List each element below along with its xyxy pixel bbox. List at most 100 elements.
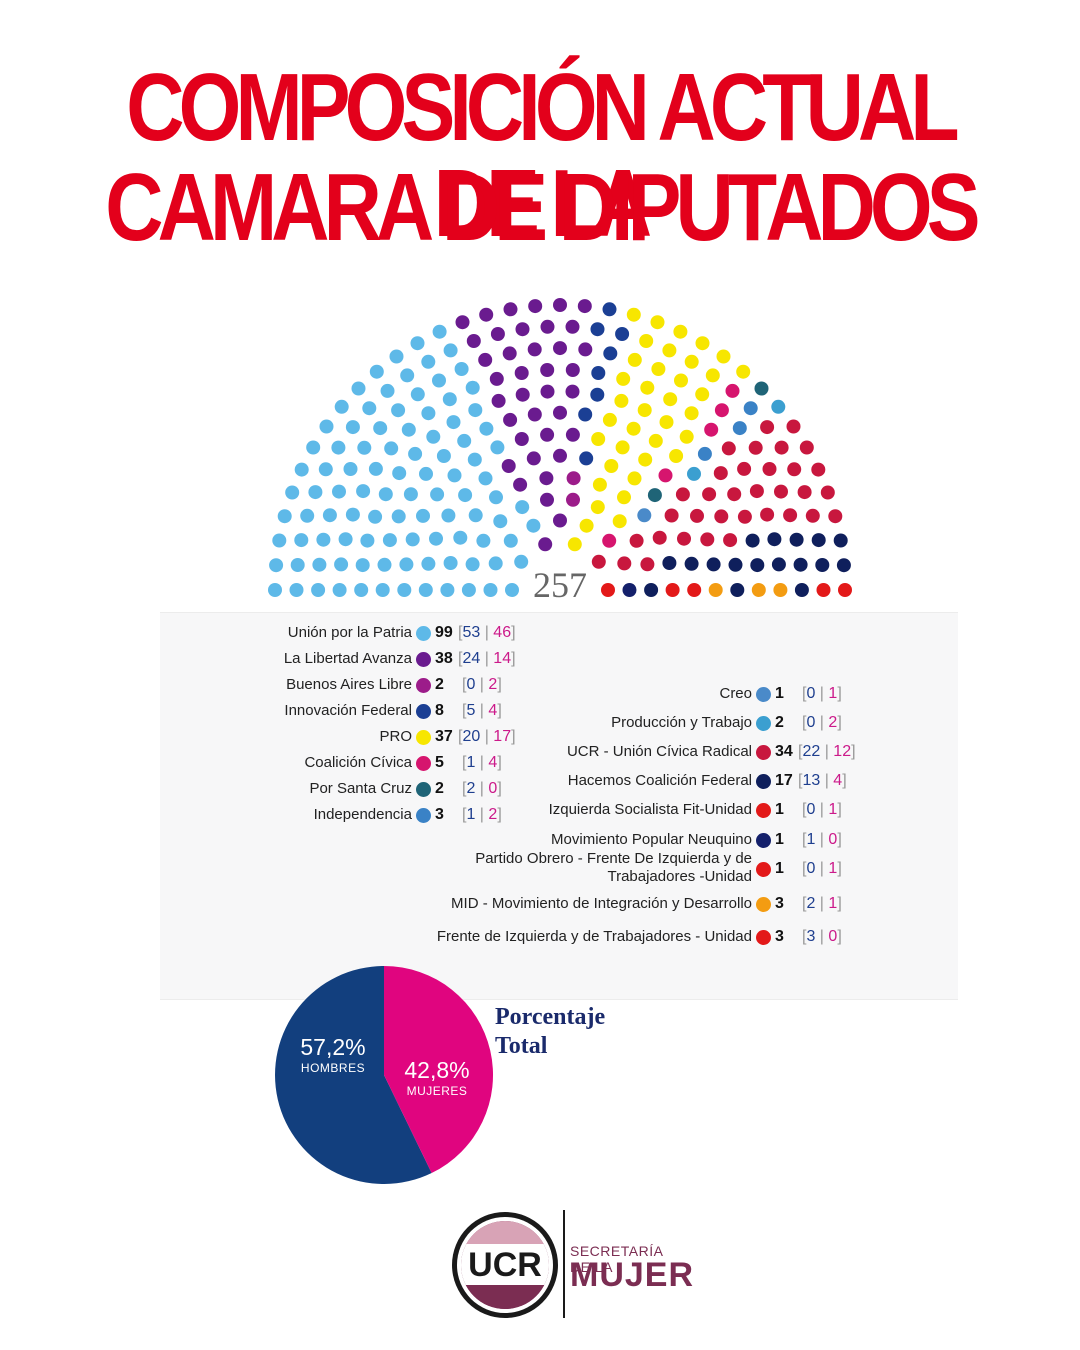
seat-union-por-la-patria (334, 557, 349, 572)
legend-item-innovacion-federal: Innovación Federal 8 [5 | 4] (160, 700, 958, 722)
seat-union-por-la-patria (468, 403, 483, 418)
legend-women-count: 4 (833, 772, 843, 790)
seat-innovacion-federal (615, 327, 630, 341)
legend-women-count: 2 (488, 676, 498, 693)
seat-ucr-union-civica-radical (787, 462, 802, 477)
seat-union-por-la-patria (343, 462, 358, 476)
legend-gender-split: [22 | 12] (798, 743, 856, 761)
seat-ucr-union-civica-radical (828, 509, 843, 524)
seat-pro (640, 380, 655, 395)
legend-women-count: 4 (488, 702, 498, 719)
seat-ucr-union-civica-radical (774, 440, 789, 455)
seat-union-por-la-patria (493, 514, 508, 529)
seat-movimiento-popular-neuquino (622, 583, 637, 597)
legend-women-count: 1 (828, 859, 838, 877)
seat-pro (695, 336, 710, 351)
legend-men-count: 0 (806, 714, 816, 732)
legend-seat-count: 3 (775, 894, 784, 912)
seat-coalicion-civica (704, 422, 719, 437)
seat-izquierda-socialista-fit-unidad (601, 583, 615, 597)
seat-la-libertad-avanza (565, 427, 580, 442)
seat-union-por-la-patria (382, 533, 397, 548)
logo-line-1: SECRETARÍA DE LA (570, 1243, 663, 1275)
legend-party-name: PRO (379, 728, 412, 745)
pie-category: HOMBRES (300, 1061, 366, 1075)
seat-pro (669, 449, 684, 463)
legend-color-dot (416, 678, 431, 693)
seat-union-por-la-patria (400, 368, 415, 383)
seat-pro (626, 421, 641, 436)
seat-union-por-la-patria (338, 532, 353, 547)
legend-party-name-line-2: Trabajadores -Unidad (607, 867, 752, 885)
seat-union-por-la-patria (290, 558, 305, 572)
legend-seat-count: 3 (435, 806, 444, 823)
seat-independencia (743, 401, 758, 416)
seat-union-por-la-patria (306, 440, 321, 455)
seat-ucr-union-civica-radical (675, 487, 690, 502)
seat-pro (651, 362, 666, 376)
seat-union-por-la-patria (443, 556, 458, 570)
legend-gender-split: [1 | 0] (802, 830, 842, 848)
seat-pro (627, 471, 642, 486)
pie-slice-mujeres (384, 966, 494, 1174)
legend-color-dot (756, 832, 771, 848)
seat-hacemos-coalicion-federal (793, 557, 808, 572)
seat-ucr-union-civica-radical (737, 461, 752, 476)
seat-union-por-la-patria (319, 419, 334, 434)
seat-la-libertad-avanza (538, 537, 553, 552)
legend-gender-split: [53 | 46] (458, 624, 516, 641)
seat-la-libertad-avanza (565, 319, 580, 334)
seat-union-por-la-patria (441, 508, 456, 523)
seat-hacemos-coalicion-federal (815, 558, 830, 572)
legend-item-union-por-la-patria: Unión por la Patria 99 [53 | 46] (160, 622, 958, 644)
seat-la-libertad-avanza (553, 448, 567, 463)
legend-women-count: 2 (828, 714, 838, 732)
legend-item-pro: PRO 37 [20 | 17] (160, 726, 958, 748)
seat-pro (674, 373, 688, 388)
seat-la-libertad-avanza (514, 366, 529, 380)
seat-frente-de-izquierda-y-de-trabajadores-unidad (838, 583, 852, 597)
legend-color-dot (416, 704, 431, 719)
seat-ucr-union-civica-radical (786, 419, 801, 434)
legend-women-count: 17 (493, 728, 512, 745)
seat-union-por-la-patria (294, 462, 309, 477)
seat-la-libertad-avanza (577, 299, 592, 314)
seat-union-por-la-patria (432, 324, 447, 339)
seat-union-por-la-patria (479, 421, 494, 436)
seat-union-por-la-patria (300, 508, 315, 523)
seat-innovacion-federal (590, 322, 605, 337)
seat-union-por-la-patria (378, 487, 393, 502)
seat-creo (637, 508, 652, 523)
seat-hacemos-coalicion-federal (833, 533, 848, 548)
seat-la-libertad-avanza (526, 451, 541, 466)
seat-ucr-union-civica-radical (640, 557, 655, 572)
legend-color-dot (416, 626, 431, 641)
seat-coalicion-civica (714, 403, 729, 418)
legend-seat-count: 1 (775, 859, 784, 877)
seat-la-libertad-avanza (502, 346, 517, 361)
legend-seat-count: 8 (435, 702, 444, 719)
seat-union-por-la-patria (391, 403, 406, 418)
seat-la-libertad-avanza (527, 342, 542, 357)
seat-union-por-la-patria (403, 487, 418, 502)
seat-mid-movimiento-de-integracion-y-desarrollo (751, 583, 766, 597)
seat-hacemos-coalicion-federal (730, 583, 745, 597)
seat-la-libertad-avanza (540, 384, 555, 399)
seat-union-por-la-patria (362, 401, 377, 416)
seat-union-por-la-patria (384, 441, 399, 456)
legend-item-ucr-union-civica-radical: UCR - Unión Cívica Radical 34 [22 | 12] (160, 741, 958, 763)
seat-ucr-union-civica-radical (727, 487, 742, 502)
page-title-line-2: CAMARA DE DIPUTADOS (105, 154, 980, 261)
seat-union-por-la-patria (399, 557, 414, 572)
legend-gender-split: [13 | 4] (798, 772, 847, 790)
legend-seat-count: 1 (775, 685, 784, 702)
seat-union-por-la-patria (476, 533, 491, 548)
legend-color-dot (756, 896, 771, 912)
legend-color-dot (756, 716, 771, 732)
seat-pro (612, 514, 627, 529)
seat-innovacion-federal (591, 366, 606, 380)
seat-pro (705, 368, 720, 383)
legend-men-count: 0 (806, 685, 816, 702)
seat-union-por-la-patria (418, 583, 433, 597)
legend-color-dot (416, 808, 431, 823)
